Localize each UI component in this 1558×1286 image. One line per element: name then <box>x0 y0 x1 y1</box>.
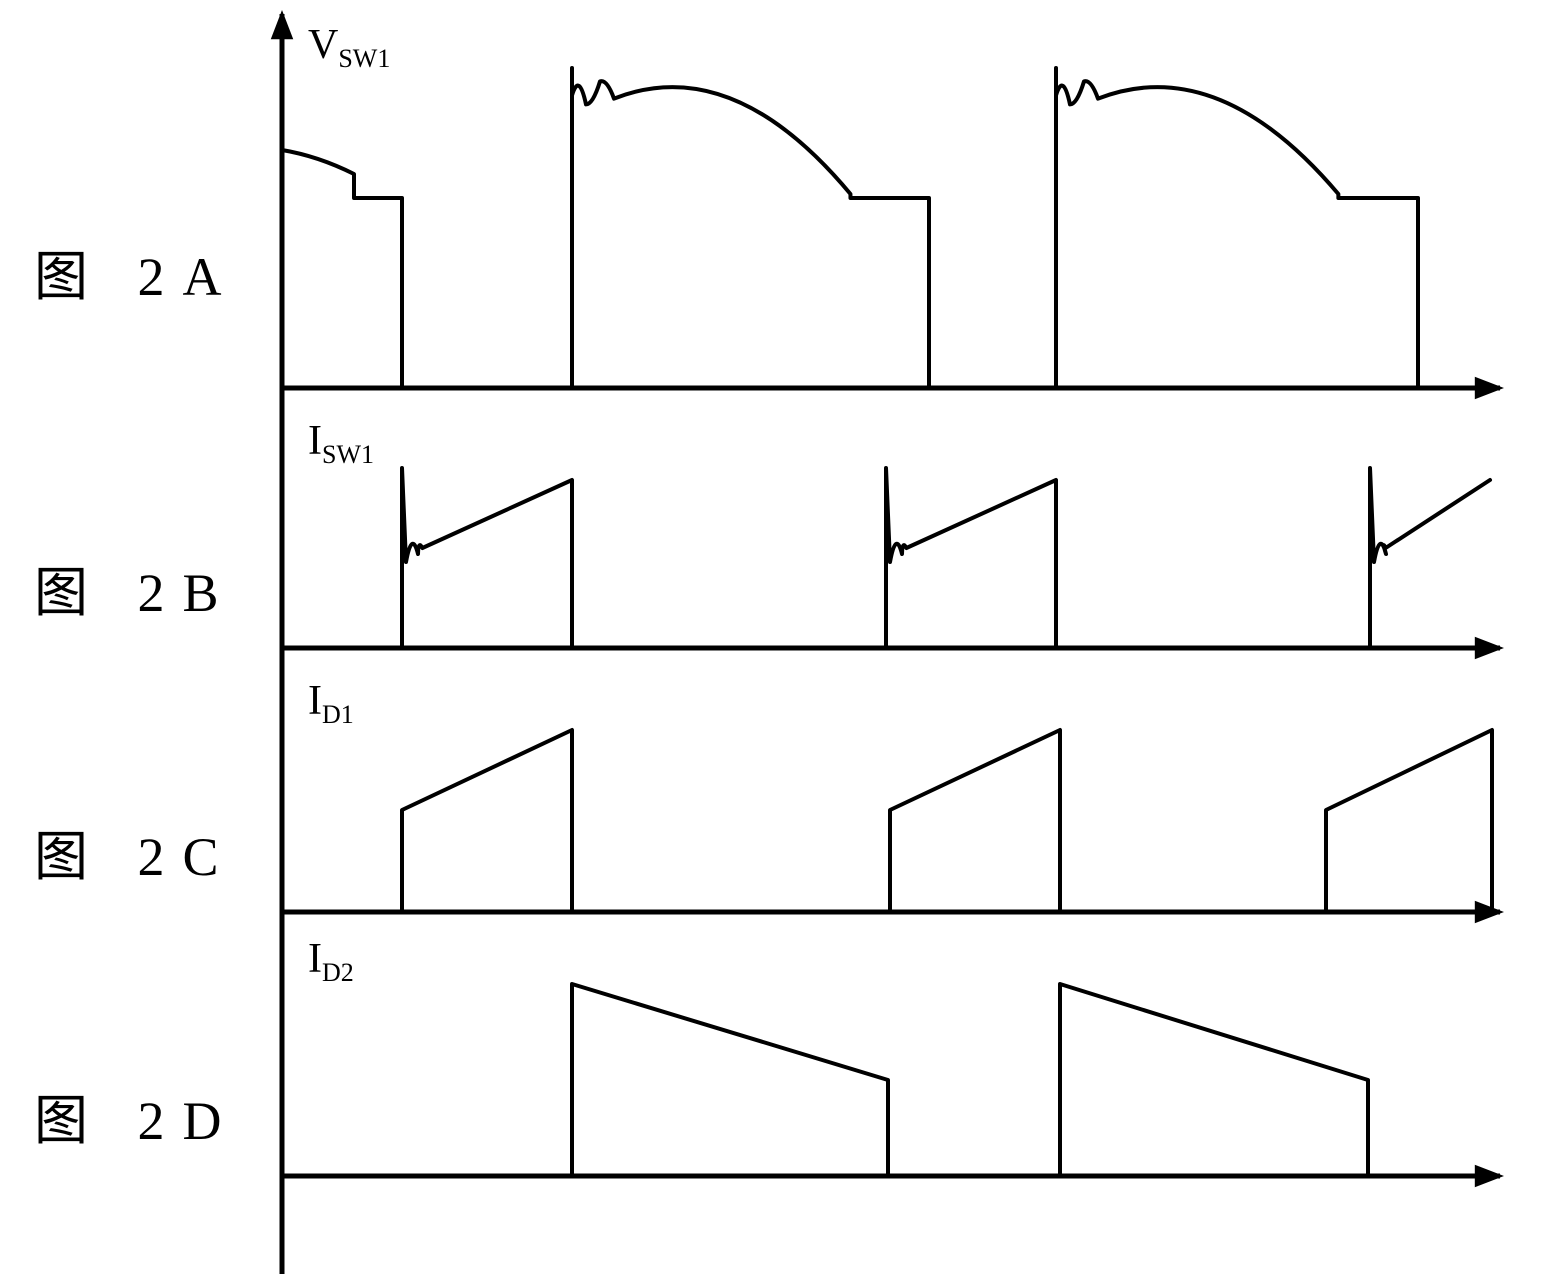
signal-label: ID1 <box>308 678 354 729</box>
panel-label: 图 2B <box>34 548 237 627</box>
panel-label: 图 2A <box>34 232 240 311</box>
panel-label: 图 2D <box>34 1076 240 1155</box>
signal-label: ISW1 <box>308 418 374 469</box>
panel-label: 图 2C <box>34 812 237 891</box>
signal-label: VSW1 <box>308 22 390 73</box>
signal-label: ID2 <box>308 936 354 987</box>
